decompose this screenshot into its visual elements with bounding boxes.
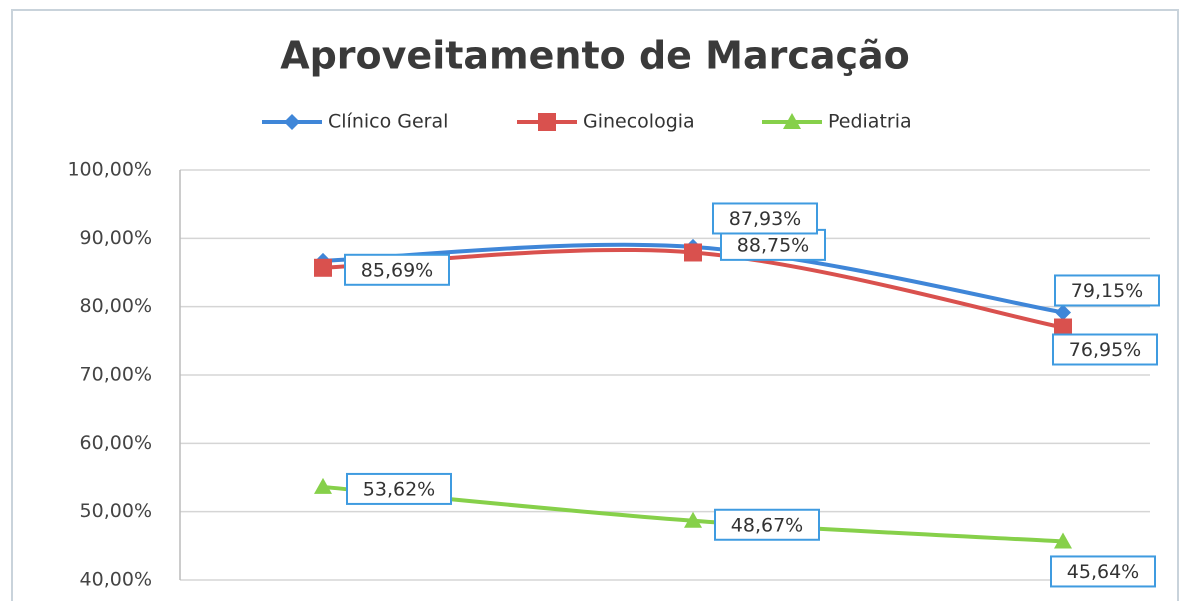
data-label-box [714,508,820,541]
legend-label: Ginecologia [583,111,695,133]
data-label: 79,15% [1071,280,1143,302]
y-tick-label: 60,00% [80,432,152,454]
data-label-box [712,202,818,235]
marker [684,243,702,262]
data-label-box [1052,333,1158,366]
marker [284,114,300,130]
data-label-box [346,472,452,505]
data-label-box [1054,274,1160,307]
y-tick-label: 50,00% [80,500,152,522]
data-label: 48,67% [731,514,803,536]
marker [1055,304,1071,321]
marker [314,477,332,494]
data-label-box [344,253,450,286]
chart-title: Aproveitamento de Marcação [280,34,910,78]
y-tick-label: 70,00% [80,364,152,386]
marker [1054,318,1072,337]
marker [314,258,332,277]
data-label: 85,69% [361,259,433,281]
data-label-box [720,228,826,261]
data-label: 53,62% [363,478,435,500]
marker [684,511,702,528]
data-label: 45,64% [1067,561,1139,583]
y-tick-label: 80,00% [80,295,152,317]
data-label: 76,95% [1069,339,1141,361]
marker [1054,532,1072,549]
marker [783,113,801,129]
data-label: 88,75% [737,234,809,256]
y-tick-label: 90,00% [80,227,152,249]
data-label-box [1050,555,1156,588]
y-tick-label: 100,00% [67,159,152,181]
y-tick-label: 40,00% [80,569,152,591]
legend-label: Clínico Geral [328,111,448,133]
marker [538,113,556,131]
chart-frame [11,9,1179,601]
legend-label: Pediatria [828,111,912,133]
data-label: 87,93% [729,208,801,230]
